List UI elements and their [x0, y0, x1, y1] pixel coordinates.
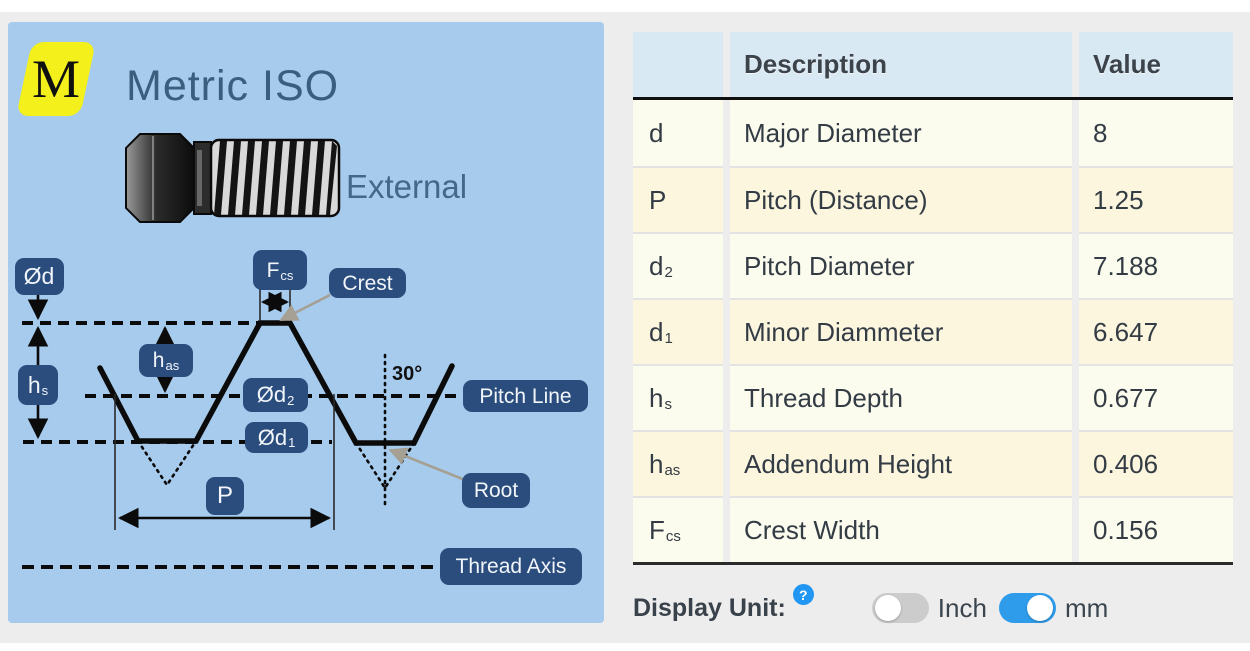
thread-type-label: External — [346, 168, 468, 205]
header-value: Value — [1079, 32, 1233, 97]
description-cell: Addendum Height — [730, 430, 1072, 496]
symbol-cell: h as — [633, 430, 723, 496]
label-badge-addendum-height: h as — [139, 344, 193, 377]
table-header-row: Description Value — [633, 32, 1233, 100]
label-badge-pitch-diameter: Ød 2 — [243, 378, 308, 412]
display-unit-label: Display Unit: — [633, 593, 786, 622]
label-badge-major-diameter: Ød — [15, 258, 64, 295]
top-margin — [0, 0, 1250, 12]
table-row: P Pitch (Distance) 1.25 — [633, 166, 1233, 232]
label-badge-crest: Crest — [329, 268, 406, 298]
table-body: d Major Diameter 8 P Pitch (Distance) 1.… — [633, 100, 1233, 562]
mm-toggle[interactable] — [998, 593, 1056, 623]
value-cell: 7.188 — [1079, 232, 1233, 298]
thread-parameters-table: Description Value d Major Diameter 8 P P… — [633, 32, 1233, 565]
flank-angle-label: 30° — [392, 363, 423, 385]
description-cell: Minor Diammeter — [730, 298, 1072, 364]
mm-toggle-knob — [1026, 595, 1053, 621]
crest-callout-arrow — [279, 293, 331, 322]
label-badge-minor-diameter: Ød 1 — [245, 422, 308, 453]
table-row: d Major Diameter 8 — [633, 100, 1233, 166]
header-description: Description — [730, 32, 1072, 97]
description-cell: Pitch Diameter — [730, 232, 1072, 298]
label-badge-pitch: P — [206, 477, 244, 515]
label-badge-root: Root — [462, 473, 530, 508]
label-badge-thread-axis: Thread Axis — [440, 548, 582, 585]
description-cell: Crest Width — [730, 496, 1072, 562]
symbol-cell: P — [633, 166, 723, 232]
value-cell: 0.677 — [1079, 364, 1233, 430]
description-cell: Pitch (Distance) — [730, 166, 1072, 232]
value-cell: 0.406 — [1079, 430, 1233, 496]
root-v-left — [136, 439, 198, 488]
thread-diagram-panel: M Metric ISO External — [8, 22, 604, 623]
header-symbol — [633, 32, 723, 97]
display-unit-control: Display Unit: ? Inch mm — [633, 584, 1233, 628]
symbol-cell: d — [633, 100, 723, 166]
value-cell: 8 — [1079, 100, 1233, 166]
table-row: h as Addendum Height 0.406 — [633, 430, 1233, 496]
root-v-right — [354, 441, 416, 491]
value-cell: 6.647 — [1079, 298, 1233, 364]
metric-logo-letter: M — [31, 49, 80, 109]
value-cell: 1.25 — [1079, 166, 1233, 232]
inch-toggle-knob — [874, 595, 901, 621]
description-cell: Major Diameter — [730, 100, 1072, 166]
inch-toggle[interactable] — [871, 593, 929, 623]
label-badge-pitch-line: Pitch Line — [463, 380, 588, 412]
help-icon[interactable]: ? — [792, 584, 814, 605]
panel-title: Metric ISO — [126, 62, 340, 110]
bolt-illustration — [125, 133, 341, 223]
metric-logo: M — [16, 42, 96, 116]
description-cell: Thread Depth — [730, 364, 1072, 430]
inch-option-label: Inch — [937, 592, 987, 623]
root-callout-arrow — [388, 447, 471, 484]
value-cell: 0.156 — [1079, 496, 1233, 562]
thread-profile-diagram — [22, 133, 471, 569]
mm-option-label: mm — [1064, 592, 1109, 623]
bottom-margin — [0, 643, 1250, 651]
